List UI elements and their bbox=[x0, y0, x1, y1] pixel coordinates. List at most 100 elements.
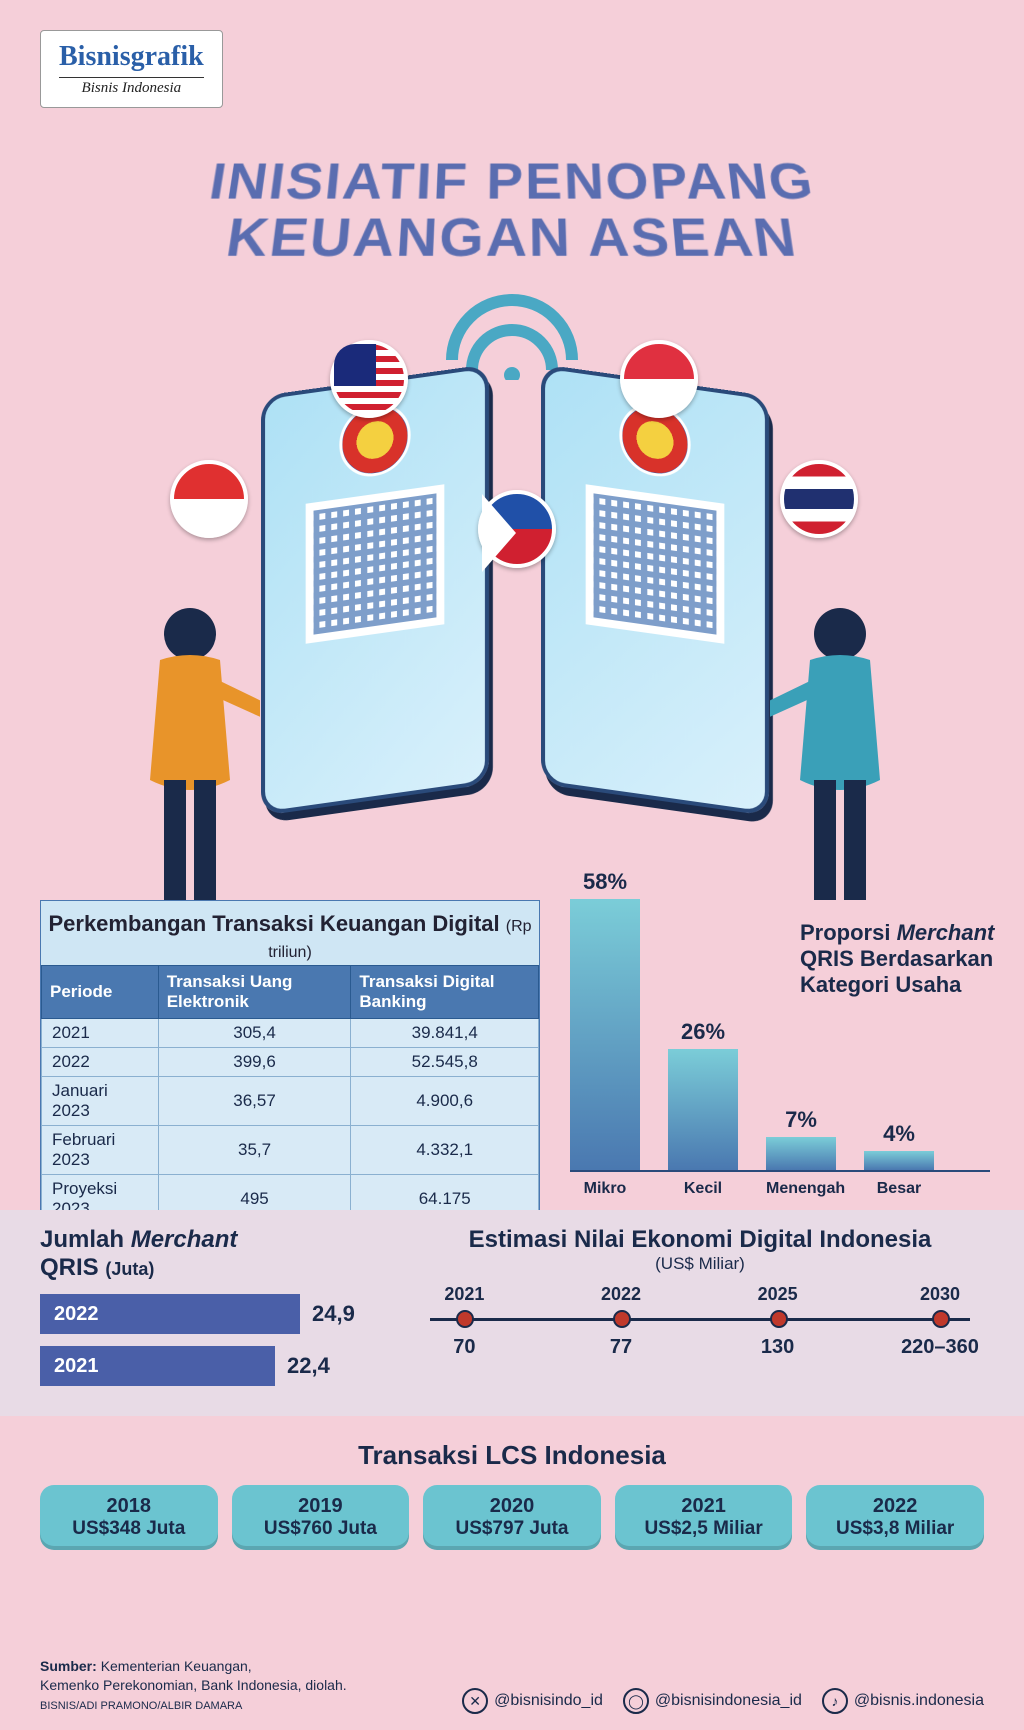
source-text: Sumber: Kementerian Keuangan,Kemenko Per… bbox=[40, 1657, 347, 1714]
timeline-value: 70 bbox=[404, 1336, 524, 1359]
person-left-icon bbox=[120, 600, 260, 920]
timeline-year: 2022 bbox=[571, 1284, 671, 1305]
title-line2: KEUANGAN ASEAN bbox=[0, 209, 1024, 267]
hbar-bar: 2021 bbox=[40, 1346, 275, 1386]
timeline-year: 2021 bbox=[414, 1284, 514, 1305]
merchant-hbar: Jumlah Merchant QRIS (Juta) 2022 24,9 2021… bbox=[40, 1226, 380, 1386]
flag-thailand-icon bbox=[780, 460, 858, 538]
timeline-year: 2025 bbox=[728, 1284, 828, 1305]
bar-label: Besar bbox=[864, 1180, 934, 1198]
logo-main: Bisnisgrafik bbox=[59, 41, 204, 73]
table-header: Transaksi Digital Banking bbox=[351, 966, 539, 1019]
phone-left bbox=[261, 364, 489, 816]
pill-value: US$3,8 Miliar bbox=[810, 1518, 980, 1540]
table-header: Transaksi Uang Elektronik bbox=[158, 966, 351, 1019]
brand-logo: Bisnisgrafik Bisnis Indonesia bbox=[40, 30, 223, 108]
timeline-line bbox=[430, 1318, 970, 1321]
source-label: Sumber: bbox=[40, 1658, 97, 1674]
social-twitter: ✕ @bisnisindo_id bbox=[462, 1688, 603, 1714]
timeline-point bbox=[770, 1310, 788, 1328]
lcs-pill: 2019US$760 Juta bbox=[232, 1485, 410, 1550]
pill-year: 2018 bbox=[44, 1495, 214, 1518]
lcs-title: Transaksi LCS Indonesia bbox=[40, 1440, 984, 1471]
footer: Sumber: Kementerian Keuangan,Kemenko Per… bbox=[40, 1657, 984, 1714]
social-tiktok: ♪ @bisnis.indonesia bbox=[822, 1688, 984, 1714]
bar-value: 4% bbox=[864, 1121, 934, 1147]
table-cell: 39.841,4 bbox=[351, 1019, 539, 1048]
hbar-title2: QRIS (Juta) bbox=[40, 1254, 380, 1282]
hero-illustration bbox=[0, 280, 1024, 900]
bar bbox=[766, 1137, 836, 1170]
bar-label: Menengah bbox=[766, 1180, 836, 1198]
pill-value: US$797 Juta bbox=[427, 1518, 597, 1540]
bar-value: 26% bbox=[668, 1019, 738, 1045]
pill-year: 2019 bbox=[236, 1495, 406, 1518]
flag-malaysia-icon bbox=[330, 340, 408, 418]
lcs-pill: 2018US$348 Juta bbox=[40, 1485, 218, 1550]
table-cell: 4.900,6 bbox=[351, 1077, 539, 1126]
table-cell: 35,7 bbox=[158, 1126, 351, 1175]
lcs-section: Transaksi LCS Indonesia 2018US$348 Juta2… bbox=[0, 1430, 1024, 1560]
timeline-point bbox=[613, 1310, 631, 1328]
pill-value: US$348 Juta bbox=[44, 1518, 214, 1540]
wifi-icon bbox=[432, 280, 592, 380]
phone-right bbox=[541, 364, 769, 816]
pill-year: 2021 bbox=[619, 1495, 789, 1518]
twitter-icon: ✕ bbox=[462, 1688, 488, 1714]
table-cell: 2021 bbox=[42, 1019, 159, 1048]
table-cell: Januari 2023 bbox=[42, 1077, 159, 1126]
timeline-title: Estimasi Nilai Ekonomi Digital Indonesia bbox=[410, 1226, 990, 1254]
bar-value: 7% bbox=[766, 1107, 836, 1133]
bar bbox=[668, 1049, 738, 1170]
flag-philippines-icon bbox=[478, 490, 556, 568]
bar-value: 58% bbox=[570, 869, 640, 895]
timeline-chart: Estimasi Nilai Ekonomi Digital Indonesia… bbox=[400, 1210, 1000, 1394]
qr-code-icon bbox=[306, 484, 445, 643]
page-title: INISIATIF PENOPANG KEUANGAN ASEAN bbox=[0, 155, 1024, 267]
title-line1: INISIATIF PENOPANG bbox=[0, 155, 1024, 209]
chart-baseline bbox=[570, 1170, 990, 1172]
lcs-pill: 2022US$3,8 Miliar bbox=[806, 1485, 984, 1550]
table-header: Periode bbox=[42, 966, 159, 1019]
bar bbox=[570, 899, 640, 1170]
credit: BISNIS/ADI PRAMONO/ALBIR DAMARA bbox=[40, 1700, 242, 1712]
pill-year: 2022 bbox=[810, 1495, 980, 1518]
timeline-track: 20217020227720251302030220–360 bbox=[410, 1288, 990, 1378]
social-links: ✕ @bisnisindo_id ◯@bisnisindonesia_id ♪ @bis… bbox=[462, 1688, 984, 1714]
social-instagram: ◯@bisnisindonesia_id bbox=[623, 1688, 802, 1714]
tiktok-icon: ♪ bbox=[822, 1688, 848, 1714]
pill-value: US$760 Juta bbox=[236, 1518, 406, 1540]
timeline-value: 220–360 bbox=[880, 1336, 1000, 1359]
hbar-value: 24,9 bbox=[312, 1301, 355, 1327]
timeline-subtitle: (US$ Miliar) bbox=[410, 1254, 990, 1274]
flag-singapore-icon bbox=[620, 340, 698, 418]
social-handle: @bisnisindo_id bbox=[494, 1692, 603, 1710]
lcs-pill: 2021US$2,5 Miliar bbox=[615, 1485, 793, 1550]
table-cell: Februari 2023 bbox=[42, 1126, 159, 1175]
hbar-row: 2021 22,4 bbox=[40, 1346, 380, 1386]
barchart-title: Proporsi Merchant QRIS Berdasarkan Kateg… bbox=[800, 920, 1000, 998]
logo-sub: Bisnis Indonesia bbox=[59, 77, 204, 97]
hbar-title: Jumlah Merchant bbox=[40, 1226, 380, 1254]
hbar-row: 2022 24,9 bbox=[40, 1294, 380, 1334]
bar-label: Mikro bbox=[570, 1180, 640, 1198]
table-cell: 2022 bbox=[42, 1048, 159, 1077]
hbar-bar: 2022 bbox=[40, 1294, 300, 1334]
table-title: Perkembangan Transaksi Keuangan Digital … bbox=[41, 901, 539, 965]
social-handle: @bisnisindonesia_id bbox=[655, 1692, 802, 1710]
table-cell: 399,6 bbox=[158, 1048, 351, 1077]
timeline-year: 2030 bbox=[890, 1284, 990, 1305]
timeline-value: 130 bbox=[718, 1336, 838, 1359]
table-cell: 305,4 bbox=[158, 1019, 351, 1048]
table-title-text: Perkembangan Transaksi Keuangan Digital bbox=[48, 911, 499, 936]
merchant-barchart: Proporsi Merchant QRIS Berdasarkan Kateg… bbox=[570, 860, 990, 1200]
table-cell: 36,57 bbox=[158, 1077, 351, 1126]
lcs-pills: 2018US$348 Juta2019US$760 Juta2020US$797… bbox=[40, 1485, 984, 1550]
hbar-value: 22,4 bbox=[287, 1353, 330, 1379]
social-handle: @bisnis.indonesia bbox=[854, 1692, 984, 1710]
table-cell: 4.332,1 bbox=[351, 1126, 539, 1175]
flag-indonesia-icon bbox=[170, 460, 248, 538]
bar-label: Kecil bbox=[668, 1180, 738, 1198]
pill-year: 2020 bbox=[427, 1495, 597, 1518]
pill-value: US$2,5 Miliar bbox=[619, 1518, 789, 1540]
